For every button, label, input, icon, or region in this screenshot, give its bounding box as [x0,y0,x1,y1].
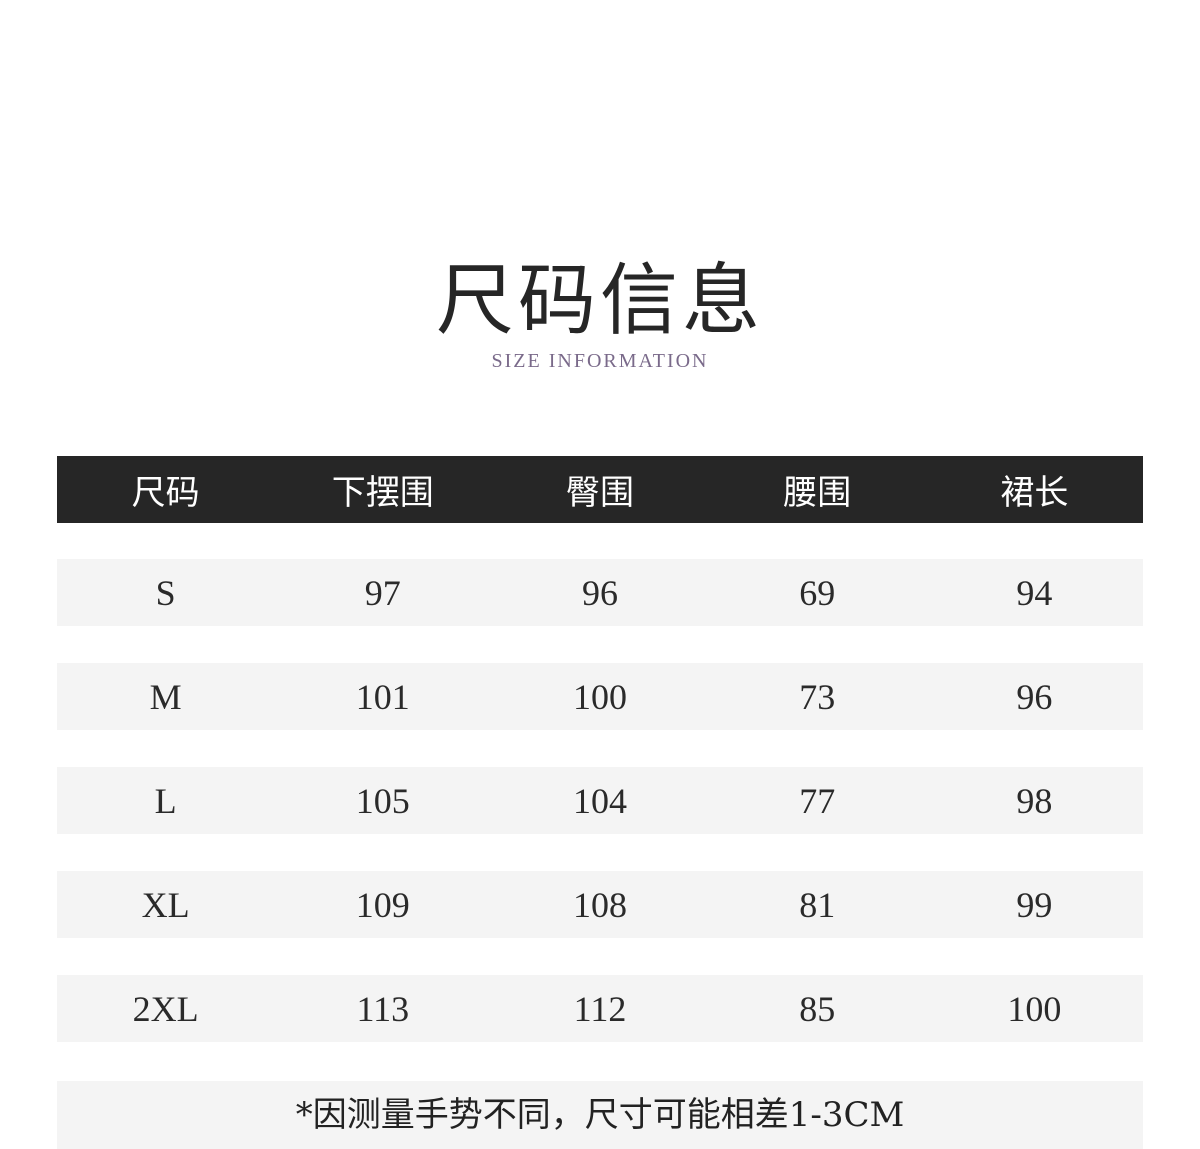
table-cell: 73 [799,676,836,717]
table-cell: 94 [1016,572,1053,613]
header-cell: 臀围 [566,473,634,513]
table-cell: 85 [799,988,836,1029]
measurement-note: *因测量手势不同，尺寸可能相差1-3CM [57,1081,1143,1149]
table-row: 2XL 113 112 85 100 [57,975,1143,1042]
table-cell: 105 [355,780,410,821]
table-cell: M [149,676,182,717]
table-cell: XL [141,884,190,925]
table-cell: 112 [573,988,627,1029]
table-cell: 99 [1016,884,1053,925]
header-cell: 下摆围 [331,473,434,513]
table-cell: 101 [355,676,410,717]
table-row: L 105 104 77 98 [57,767,1143,834]
table-cell: 109 [355,884,410,925]
table-cell: L [154,780,177,821]
table-cell: 100 [1007,988,1062,1029]
table-cell: 69 [799,572,836,613]
table-cell: 77 [799,780,836,821]
header-cell: 尺码 [131,473,200,513]
header-cell: 腰围 [783,473,852,513]
table-cell: 96 [1016,676,1053,717]
header-cell: 裙长 [1000,473,1069,513]
table-cell: 96 [582,572,618,613]
table-cell: 104 [573,780,627,821]
table-cell: 2XL [132,988,199,1029]
table-cell: 98 [1016,780,1053,821]
table-cell: 100 [573,676,627,717]
page-title: 尺码信息 [435,256,764,346]
table-header: 尺码 下摆围 臀围 腰围 裙长 [57,456,1143,523]
table-row: S 97 96 69 94 [57,559,1143,626]
table-cell: 97 [364,572,401,613]
table-row: M 101 100 73 96 [57,663,1143,730]
table-cell: 81 [799,884,836,925]
table-cell: S [155,572,176,613]
table-cell: 113 [356,988,410,1029]
table-row: XL 109 108 81 99 [57,871,1143,938]
page-subtitle: SIZE INFORMATION [491,350,709,372]
table-cell: 108 [573,884,627,925]
